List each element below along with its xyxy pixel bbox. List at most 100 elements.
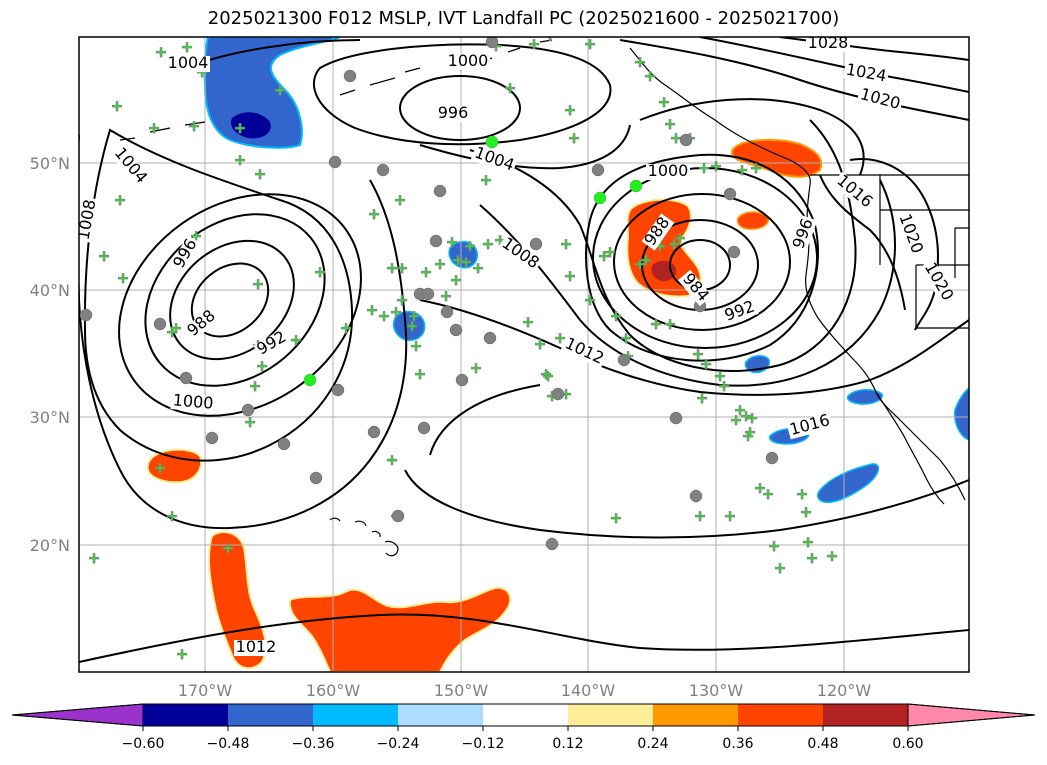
station-green-circle-marker [486,136,498,148]
station-plus-marker: + [472,259,485,277]
station-plus-marker: + [540,365,553,383]
station-plus-marker: + [166,323,179,341]
isobar-label-bg [166,56,210,72]
isobar-coast-1020 [849,158,939,331]
station-plus-marker: + [664,115,677,133]
isobar-label-bg [832,171,876,213]
station-plus-marker: + [698,159,711,177]
station-plus-marker: + [170,319,183,337]
lon-axis-labels: 170°W 160°W 150°W 140°W 130°W 120°W [178,681,872,700]
station-green-circle-marker [594,192,606,204]
isobar-label-bg [79,196,100,244]
isobar-east-996 [592,167,818,349]
lon-label-140w: 140°W [561,681,616,700]
station-circle-marker [679,133,693,147]
station-plus-marker: + [718,377,731,395]
station-plus-marker: + [460,253,473,271]
isobar-label-bg [234,640,278,656]
station-circle-marker [545,537,559,551]
station-plus-marker: + [644,67,657,85]
isobar-label-bg [842,62,890,86]
station-circle-marker [529,237,543,251]
lon-label-150w: 150°W [434,681,489,700]
station-plus-marker: + [634,255,647,273]
pos-anomaly-coast-north [730,138,823,178]
station-plus-marker: + [482,235,495,253]
isobar-east-992 [613,193,791,331]
station-plus-marker: + [154,459,167,477]
station-circle-marker [455,373,469,387]
station-plus-marker: + [696,389,709,407]
lat-label-50: 50°N [30,154,70,173]
colorbar-segment [483,704,568,726]
lon-label-130w: 130°W [689,681,744,700]
station-circle-marker [483,331,497,345]
station-plus-marker: + [604,243,617,261]
station-plus-marker: + [274,81,287,99]
coast-alaska-south [629,47,811,186]
pos-anomaly-coast-small [736,211,769,230]
station-circle-marker [153,317,167,331]
station-plus-marker: + [544,27,557,45]
neg-anomaly-alaska-core [230,112,271,139]
isobar-label-bg [253,328,291,360]
station-plus-marker: + [234,119,247,137]
colorbar-extend-max [907,703,1036,727]
isobar-east-1008 [479,179,896,387]
station-plus-marker: + [800,503,813,521]
station-plus-marker: + [564,101,577,119]
colorbar-segment [823,704,908,726]
station-plus-marker: + [730,411,743,429]
station-plus-marker: + [668,235,681,253]
station-plus-marker: + [560,385,573,403]
map-border [78,36,970,673]
station-circle-marker [617,353,631,367]
station-plus-marker: + [252,275,265,293]
map-title: 2025021300 F012 MSLP, IVT Landfall PC (2… [207,8,840,29]
isobar-label-bg [646,164,690,180]
station-plus-marker: + [610,509,623,527]
isobar-label: 1000 [448,51,489,70]
isobar-label: 1012 [236,637,277,656]
station-plus-marker: + [762,485,775,503]
station-plus-marker: + [694,507,707,525]
isobar-west-1000 [118,193,362,417]
station-plus-marker: + [734,401,747,419]
lat-label-20: 20°N [30,536,70,555]
station-plus-marker: + [396,291,409,309]
ivt-anomaly-shading [146,37,969,672]
isobar-west-1008 [79,135,408,530]
isobar-label-bg [170,235,202,273]
isobar-label-bg [446,54,490,70]
station-plus-marker: + [406,317,419,335]
station-circle-marker [727,245,741,259]
station-circle-marker [343,69,357,83]
station-plus-marker: + [560,235,573,253]
station-plus-marker: + [736,161,749,179]
station-circle-marker [205,431,219,445]
station-circle-marker [723,187,737,201]
colorbar-segment [143,704,228,726]
station-plus-marker: + [290,331,303,349]
station-plus-marker: + [796,485,809,503]
station-plus-marker: + [166,507,179,525]
coast-hawaii [329,517,399,557]
station-plus-marker: + [620,329,633,347]
isobar-north-996 [399,75,521,141]
station-plus-marker: + [528,35,541,53]
station-plus-marker: + [554,329,567,347]
neg-anomaly-mid1 [448,240,479,269]
neg-anomaly-mexico [953,387,969,441]
isobar-label: 996 [438,103,469,122]
station-plus-marker: + [464,237,477,255]
colorbar-segment [568,704,653,726]
station-plus-marker: + [368,205,381,223]
lon-label-160w: 160°W [306,681,361,700]
station-plus-marker: + [410,337,423,355]
lat-axis-labels: 50°N 40°N 30°N 20°N [30,154,70,555]
station-plus-marker: + [610,307,623,325]
station-plus-marker: + [452,251,465,269]
station-plus-marker: + [394,191,407,209]
station-plus-marker: + [188,117,201,135]
station-circle-marker [551,387,565,401]
